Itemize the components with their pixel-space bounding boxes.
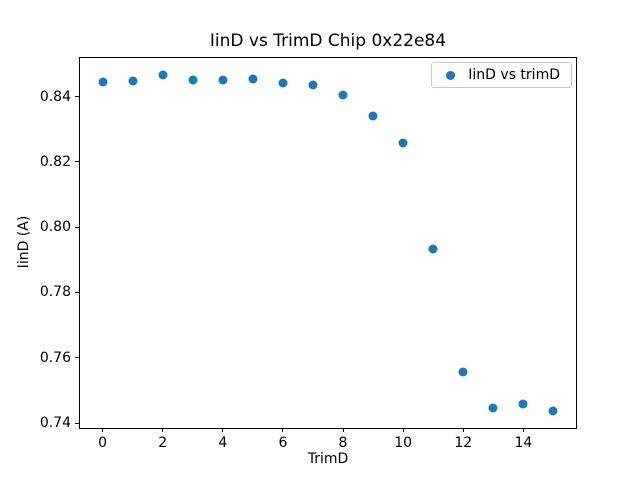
x-tick-label: 0 bbox=[98, 435, 107, 451]
scatter-point bbox=[368, 111, 378, 121]
scatter-point bbox=[518, 399, 528, 409]
scatter-point bbox=[128, 76, 138, 86]
scatter-point bbox=[428, 244, 438, 254]
scatter-point bbox=[308, 80, 318, 90]
x-axis-label: TrimD bbox=[307, 451, 349, 467]
scatter-point bbox=[188, 75, 198, 85]
x-tick-mark bbox=[222, 428, 224, 432]
chart-title: IinD vs TrimD Chip 0x22e84 bbox=[209, 31, 447, 51]
plot-area: IinD vs trimD 0 2 4 6 8 10 12 14 0.74 0.76 0.78 0.8… bbox=[40, 57, 577, 451]
x-tick-mark bbox=[282, 428, 284, 432]
x-tick-mark bbox=[342, 428, 344, 432]
legend-label: IinD vs trimD bbox=[468, 67, 560, 83]
x-tick-mark bbox=[162, 428, 164, 432]
x-tick-label: 6 bbox=[278, 435, 288, 451]
y-tick-mark bbox=[75, 357, 79, 359]
scatter-point bbox=[338, 90, 348, 100]
scatter-point bbox=[548, 406, 558, 416]
scatter-point bbox=[218, 75, 228, 85]
y-tick-mark bbox=[75, 226, 79, 228]
scatter-point bbox=[248, 74, 258, 84]
x-tick-mark bbox=[102, 428, 104, 432]
x-tick-mark bbox=[402, 428, 404, 432]
y-tick-label: 0.74 bbox=[39, 415, 71, 432]
scatter-point bbox=[458, 367, 468, 377]
x-tick-label: 8 bbox=[338, 435, 348, 451]
y-tick-label: 0.78 bbox=[39, 284, 71, 301]
x-tick-label: 4 bbox=[218, 435, 228, 451]
y-tick-mark bbox=[75, 161, 79, 163]
y-tick-label: 0.76 bbox=[39, 349, 71, 366]
scatter-point bbox=[98, 77, 108, 86]
x-tick-label: 2 bbox=[158, 435, 168, 451]
scatter-point bbox=[398, 138, 408, 148]
x-tick-label: 12 bbox=[454, 435, 473, 451]
y-tick-label: 0.80 bbox=[39, 219, 71, 236]
y-tick-mark bbox=[75, 96, 79, 98]
scatter-point bbox=[278, 78, 288, 88]
legend-marker-icon bbox=[446, 70, 456, 80]
x-tick-mark bbox=[522, 428, 524, 432]
legend: IinD vs trimD bbox=[431, 62, 572, 88]
x-tick-mark bbox=[462, 428, 464, 432]
scatter-point bbox=[158, 70, 168, 80]
scatter-point bbox=[488, 403, 498, 413]
y-tick-label: 0.82 bbox=[39, 153, 71, 170]
x-tick-label: 14 bbox=[514, 435, 533, 451]
y-tick-mark bbox=[75, 291, 79, 293]
y-tick-mark bbox=[75, 422, 79, 424]
x-tick-label: 10 bbox=[394, 435, 413, 451]
y-axis-label: IinD (A) bbox=[16, 215, 32, 269]
y-tick-label: 0.84 bbox=[39, 88, 71, 105]
